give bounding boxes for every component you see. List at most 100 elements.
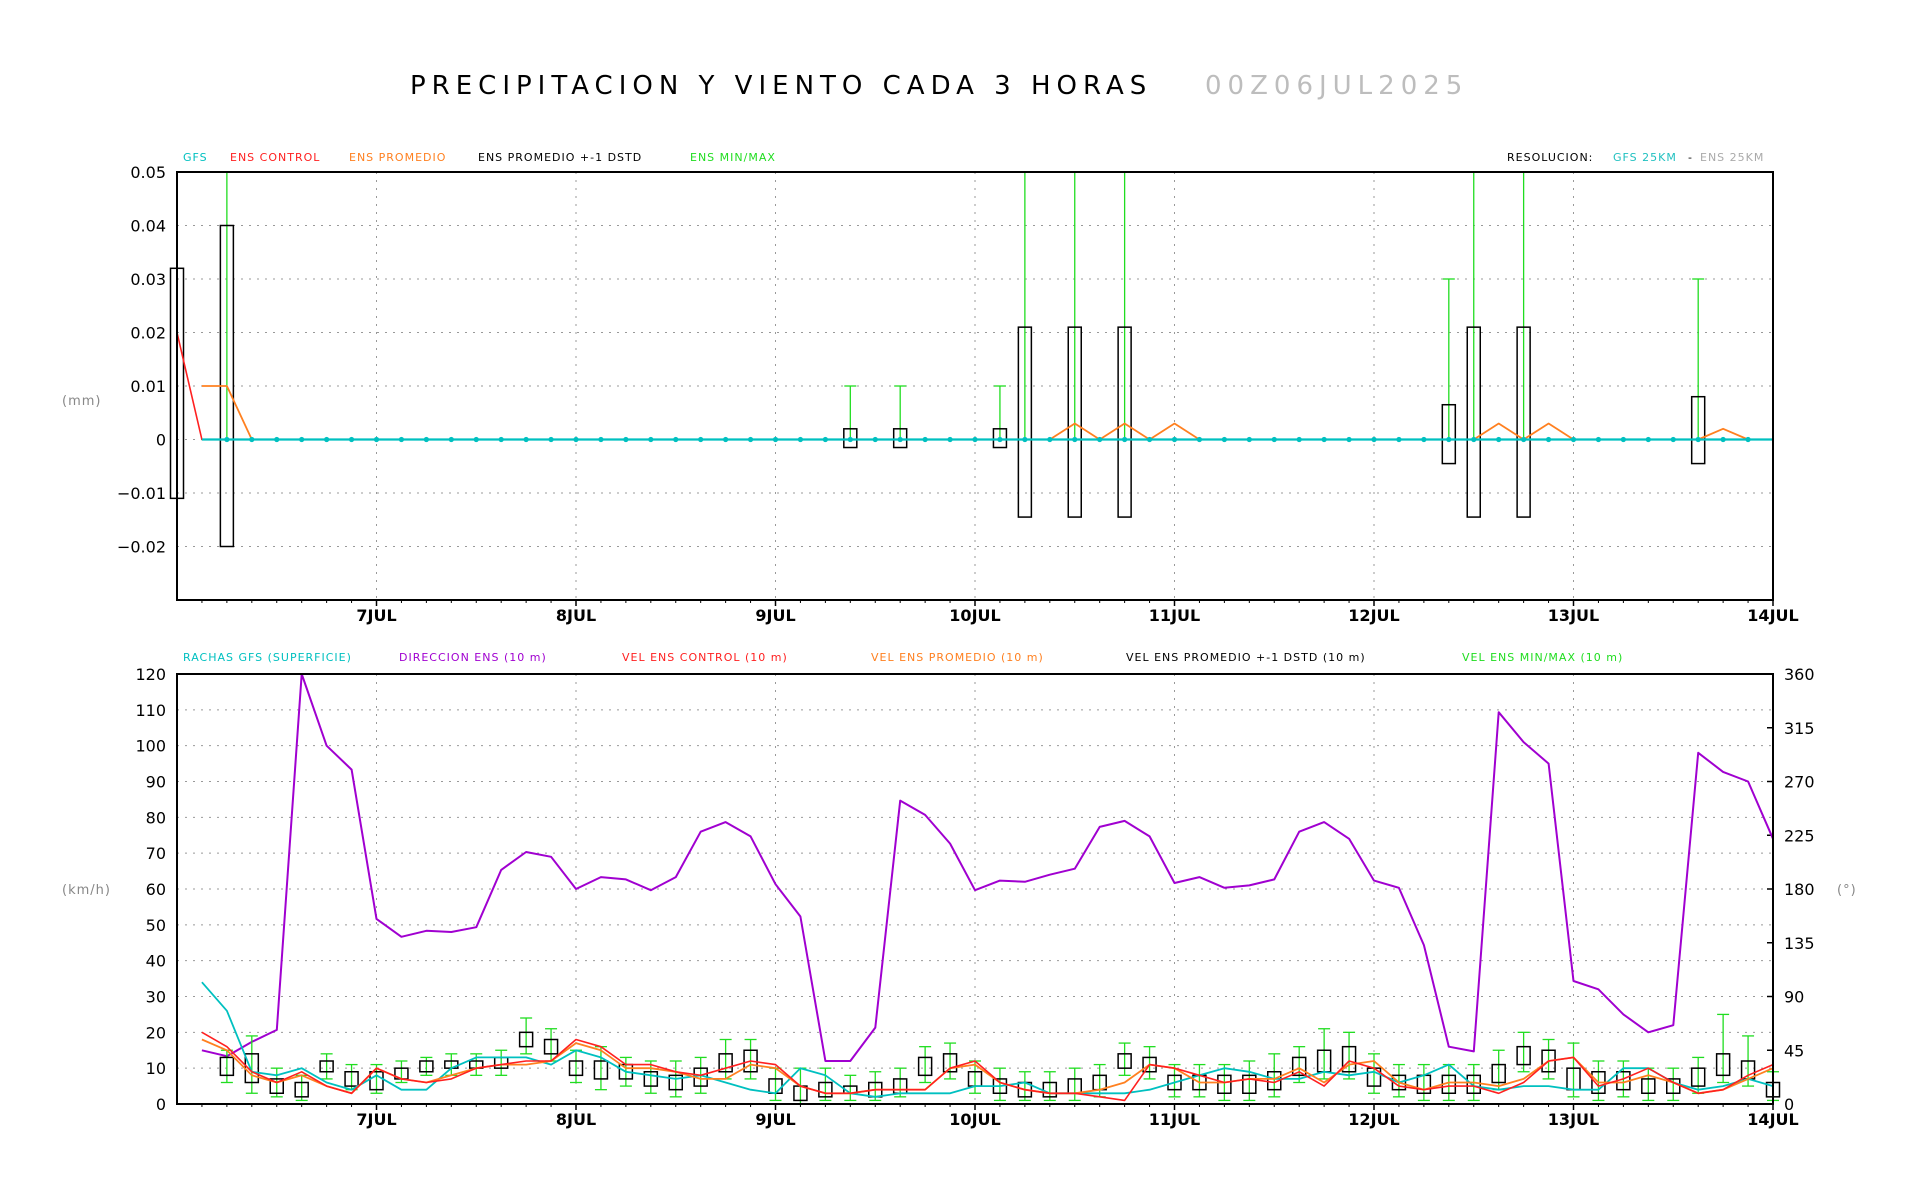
precip-y-tick: 0.03 bbox=[130, 270, 166, 289]
wind-legend: RACHAS GFS (SUPERFICIE) DIRECCION ENS (1… bbox=[183, 651, 1622, 664]
precip-gfs-point bbox=[772, 436, 779, 443]
precip-gfs-point bbox=[573, 436, 579, 443]
precip-std-box bbox=[1466, 326, 1481, 518]
wind-y-right-tick: 360 bbox=[1784, 665, 1815, 684]
precip-x-tick: 12JUL bbox=[1348, 606, 1399, 625]
precip-gfs-point bbox=[423, 436, 429, 443]
precip-gfs-point bbox=[673, 436, 679, 443]
precip-y-ticks: 0.05 0.04 0.03 0.02 0.01 0 −0.01 −0.02 bbox=[117, 163, 166, 557]
wind-vel-control-line bbox=[201, 1031, 1774, 1102]
wind-std-box bbox=[917, 1056, 933, 1077]
wind-grid bbox=[177, 674, 1773, 1104]
precip-gfs-point bbox=[473, 436, 479, 443]
legend-resolucion: RESOLUCION: bbox=[1507, 151, 1593, 164]
precip-gfs-point bbox=[822, 436, 828, 443]
precip-gfs-point bbox=[523, 436, 529, 443]
wind-y-tick: 100 bbox=[135, 737, 166, 756]
precip-y-tick: 0.01 bbox=[130, 377, 166, 396]
precip-gfs-point bbox=[1122, 436, 1128, 443]
wind-std-box bbox=[543, 1038, 559, 1055]
wind-panel: RACHAS GFS (SUPERFICIE) DIRECCION ENS (1… bbox=[62, 651, 1857, 1129]
wind-y-tick: 0 bbox=[156, 1095, 166, 1114]
precip-gfs-point bbox=[1146, 436, 1153, 443]
precip-gfs-point bbox=[1446, 436, 1452, 443]
precip-gfs-point bbox=[1246, 436, 1252, 443]
precip-gfs-point bbox=[1496, 436, 1502, 443]
wind-y-tick: 60 bbox=[146, 880, 166, 899]
precip-gfs-point bbox=[872, 436, 878, 443]
precip-gfs-point bbox=[797, 436, 804, 443]
wind-std-box bbox=[344, 1071, 359, 1087]
wind-std-box bbox=[269, 1078, 284, 1094]
wind-std-box bbox=[1516, 1045, 1531, 1066]
wind-std-box bbox=[219, 1056, 235, 1077]
precip-y-unit: (mm) bbox=[62, 394, 101, 409]
wind-y-right-tick: 0 bbox=[1784, 1095, 1794, 1114]
precip-gfs-point bbox=[373, 436, 380, 443]
legend-vel-std: VEL ENS PROMEDIO +-1 DSTD (10 m) bbox=[1126, 651, 1366, 664]
precip-x-tick: 11JUL bbox=[1149, 606, 1200, 625]
wind-y-tick: 80 bbox=[146, 808, 166, 827]
wind-x-tick: 12JUL bbox=[1348, 1110, 1399, 1129]
wind-y-ticks-right: 360 315 270 225 180 135 90 45 0 bbox=[1767, 665, 1815, 1114]
wind-std-box bbox=[1291, 1056, 1307, 1077]
wind-std-box bbox=[1391, 1074, 1407, 1091]
precip-gfs-point bbox=[1620, 436, 1626, 443]
precip-std-box bbox=[992, 428, 1008, 449]
wind-y-right-tick: 315 bbox=[1784, 719, 1815, 738]
precip-gfs-point bbox=[299, 436, 305, 443]
precip-gfs-point bbox=[1471, 436, 1477, 443]
wind-marks bbox=[201, 673, 1781, 1105]
precip-gfs-point bbox=[249, 436, 255, 443]
wind-std-box bbox=[419, 1060, 434, 1073]
precip-gfs-point bbox=[747, 436, 754, 443]
precip-gfs-point bbox=[1545, 436, 1552, 443]
wind-y-tick: 10 bbox=[146, 1059, 166, 1078]
precip-gfs-point bbox=[723, 436, 729, 443]
precip-panel: GFS ENS CONTROL ENS PROMEDIO ENS PROMEDI… bbox=[62, 151, 1799, 625]
precip-gfs-point bbox=[274, 436, 280, 443]
wind-x-tick: 11JUL bbox=[1149, 1110, 1200, 1129]
precip-y-tick: −0.02 bbox=[117, 538, 166, 557]
precip-x-tick: 14JUL bbox=[1747, 606, 1798, 625]
precip-gfs-point bbox=[1720, 436, 1726, 443]
precip-gfs-point bbox=[348, 436, 355, 443]
precip-y-tick: 0.04 bbox=[130, 217, 166, 236]
legend-ens-promedio: ENS PROMEDIO bbox=[349, 151, 446, 164]
wind-std-box bbox=[593, 1060, 609, 1080]
precip-gfs-point bbox=[1346, 436, 1352, 443]
legend-ens-control: ENS CONTROL bbox=[230, 151, 320, 164]
legend-dash: - bbox=[1688, 151, 1693, 164]
wind-std-box bbox=[369, 1071, 384, 1091]
wind-std-box bbox=[718, 1053, 733, 1073]
wind-y-unit-left: (km/h) bbox=[62, 883, 111, 898]
precip-y-tick: 0.05 bbox=[130, 163, 166, 182]
wind-y-tick: 110 bbox=[135, 701, 166, 720]
precip-gfs-point bbox=[1595, 436, 1602, 443]
precip-ens-promedio-line bbox=[201, 385, 1773, 441]
precip-gfs-point bbox=[324, 436, 330, 443]
precip-x-ticks: 7JUL 8JUL 9JUL 10JUL 11JUL 12JUL 13JUL 14JUL bbox=[201, 600, 1799, 625]
legend-gfs-res: GFS 25KM bbox=[1613, 151, 1677, 164]
precip-gfs-point bbox=[1296, 436, 1302, 443]
precip-std-box bbox=[843, 428, 858, 449]
wind-y-unit-right: (°) bbox=[1837, 883, 1857, 898]
precip-gfs-point bbox=[623, 436, 629, 443]
wind-y-right-tick: 180 bbox=[1784, 880, 1815, 899]
precip-gfs-point bbox=[1645, 436, 1651, 443]
precip-x-tick: 10JUL bbox=[949, 606, 1000, 625]
precip-gfs-point bbox=[1072, 436, 1078, 443]
precip-gfs-point bbox=[972, 436, 978, 443]
legend-gfs: GFS bbox=[183, 151, 208, 164]
wind-std-box bbox=[294, 1081, 309, 1098]
precip-gfs-point bbox=[1221, 436, 1227, 443]
precip-marks bbox=[169, 171, 1773, 548]
wind-y-tick: 50 bbox=[146, 916, 166, 935]
wind-x-ticks: 7JUL 8JUL 9JUL 10JUL 11JUL 12JUL 13JUL 14JUL bbox=[201, 1104, 1799, 1129]
precip-gfs-point bbox=[1097, 436, 1103, 443]
wind-y-tick: 40 bbox=[146, 952, 166, 971]
wind-x-tick: 13JUL bbox=[1548, 1110, 1599, 1129]
wind-std-box bbox=[1117, 1053, 1132, 1069]
precip-gfs-point bbox=[847, 436, 853, 443]
